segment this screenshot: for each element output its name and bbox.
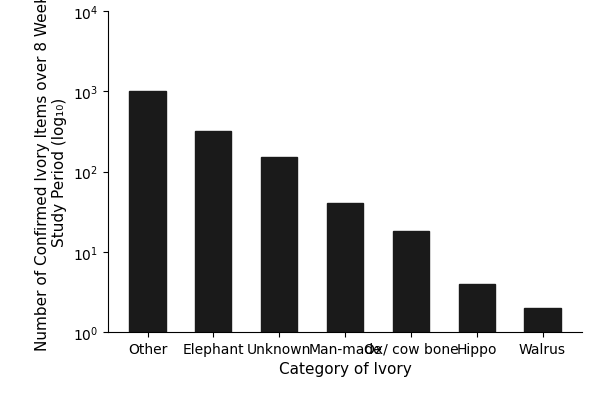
Bar: [261, 158, 297, 405]
Bar: [458, 284, 495, 405]
Bar: [130, 92, 166, 405]
Bar: [393, 232, 429, 405]
Bar: [195, 132, 232, 405]
X-axis label: Category of Ivory: Category of Ivory: [278, 361, 412, 376]
Bar: [327, 204, 363, 405]
Bar: [524, 308, 560, 405]
Y-axis label: Number of Confirmed Ivory Items over 8 Week
Study Period (log₁₀): Number of Confirmed Ivory Items over 8 W…: [35, 0, 67, 350]
